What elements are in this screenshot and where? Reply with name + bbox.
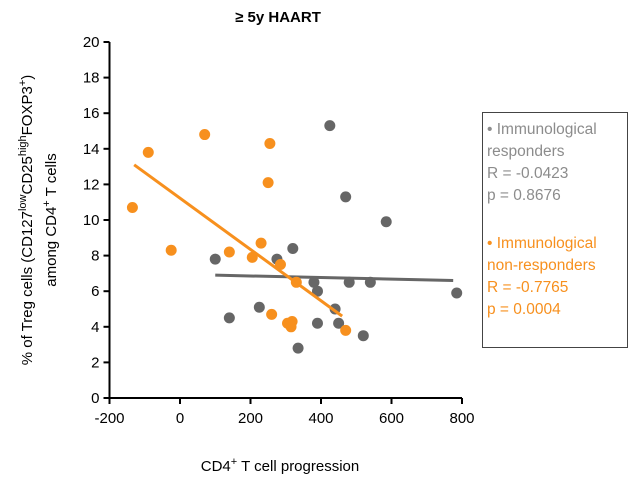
point: [340, 191, 352, 203]
point: [262, 177, 274, 189]
point: [311, 317, 323, 329]
y-axis-label-part: +: [17, 80, 29, 86]
legend-label: Immunological non-responders: [487, 233, 623, 277]
y-axis-label-part: FOXP3: [19, 86, 36, 135]
y-axis-label-part: low: [17, 194, 29, 211]
trend-line: [215, 273, 454, 283]
x-axis-label-part: T cell progression: [237, 458, 359, 475]
y-axis-label-part: among CD4: [43, 207, 60, 287]
y-tick-label: 12: [83, 176, 100, 193]
x-axis-label: CD4+ T cell progression: [201, 456, 359, 475]
y-axis-label-part: high: [17, 135, 29, 156]
point: [292, 342, 304, 354]
y-tick-label: 16: [83, 105, 100, 122]
point: [246, 251, 258, 263]
y-tick-label: 18: [83, 70, 100, 87]
legend-stat: p = 0.8676: [487, 187, 561, 204]
legend-label: Immunological responders: [487, 119, 623, 163]
x-tick-label: 600: [379, 410, 404, 427]
y-tick-label: 10: [83, 212, 100, 229]
legend-stat: R = -0.7765: [487, 279, 569, 296]
legend-entry: Immunological non-responders R = -0.7765 p…: [487, 233, 623, 321]
x-axis-label-part: +: [231, 456, 237, 468]
y-tick-label: 14: [83, 141, 100, 158]
point: [333, 317, 345, 329]
point: [209, 253, 221, 265]
point: [264, 137, 276, 149]
y-tick-label: 0: [91, 390, 99, 407]
legend: Immunological responders R = -0.0423 p = 0…: [482, 112, 628, 348]
trend-line: [133, 163, 344, 318]
legend-stat: p = 0.0004: [487, 301, 561, 318]
y-axis-label-part: % of Treg cells (CD127: [19, 211, 36, 365]
point: [274, 259, 286, 270]
y-axis-label-part: ): [19, 75, 36, 80]
point: [255, 237, 267, 249]
point: [223, 312, 235, 324]
x-axis-label-part: CD4: [201, 458, 231, 475]
legend-entry: Immunological responders R = -0.0423 p = 0…: [487, 119, 623, 207]
x-tick-label: 0: [176, 410, 184, 427]
y-tick-label: 4: [91, 319, 99, 336]
y-tick-label: 2: [91, 354, 99, 371]
point: [357, 330, 369, 342]
point: [340, 324, 352, 336]
point: [142, 146, 154, 158]
point: [308, 276, 320, 288]
point: [311, 285, 323, 297]
point: [286, 315, 298, 327]
y-axis-label-part: +: [41, 200, 53, 206]
y-tick-label: 8: [91, 248, 99, 265]
y-axis-label-part: T cells: [43, 153, 60, 200]
y-tick-label: 20: [83, 34, 100, 51]
x-tick-label: -200: [94, 410, 124, 427]
point: [126, 202, 138, 214]
point: [451, 287, 463, 299]
point: [266, 308, 278, 320]
chart-title: ≥ 5y HAART: [235, 9, 321, 26]
y-axis-label: among CD4+ T cells: [41, 153, 60, 286]
point: [324, 120, 336, 132]
point: [165, 244, 177, 256]
legend-stat: R = -0.0423: [487, 165, 569, 182]
point: [199, 129, 211, 141]
x-tick-label: 800: [449, 410, 474, 427]
point: [287, 242, 299, 254]
point: [223, 246, 235, 258]
y-axis-label-part: CD25: [19, 156, 36, 194]
y-tick-label: 6: [91, 283, 99, 300]
x-tick-label: 200: [238, 410, 263, 427]
point: [380, 216, 392, 228]
y-axis-label: % of Treg cells (CD127lowCD25highFOXP3+): [17, 75, 36, 366]
point: [253, 301, 265, 313]
x-tick-label: 400: [308, 410, 333, 427]
